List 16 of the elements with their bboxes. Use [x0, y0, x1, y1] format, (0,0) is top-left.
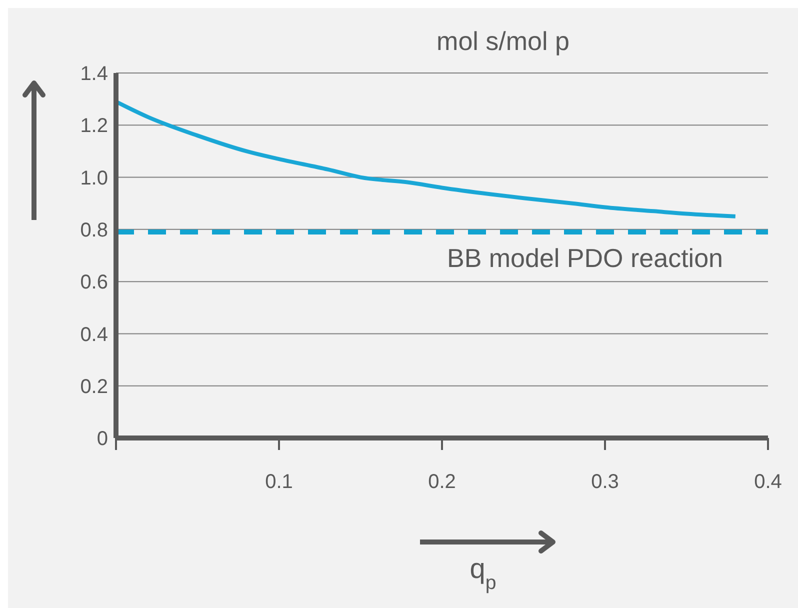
line-series — [116, 100, 738, 218]
x-tick-label: 0.3 — [591, 471, 619, 494]
chart-title: mol s/mol p — [436, 26, 570, 56]
y-tick-label: 1.0 — [80, 167, 108, 190]
y-tick-label: 0.4 — [80, 324, 108, 346]
y-tick-label: 0.6 — [80, 272, 108, 294]
y-tick-label: 0.8 — [80, 220, 108, 242]
x-tick-label: 0.1 — [265, 471, 293, 494]
y-tick-label: 1.2 — [80, 115, 108, 138]
ref-line-label: BB model PDO reaction — [446, 243, 723, 274]
x-tick-label: 0.4 — [754, 471, 782, 494]
y-tick-label: 0 — [96, 428, 108, 450]
y-tick-label: 1.4 — [80, 63, 108, 86]
x-tick-label: 0.2 — [428, 471, 456, 494]
y-tick-label: 0.2 — [80, 376, 108, 398]
x-axis-title: q$_{p}$ — [470, 553, 496, 594]
